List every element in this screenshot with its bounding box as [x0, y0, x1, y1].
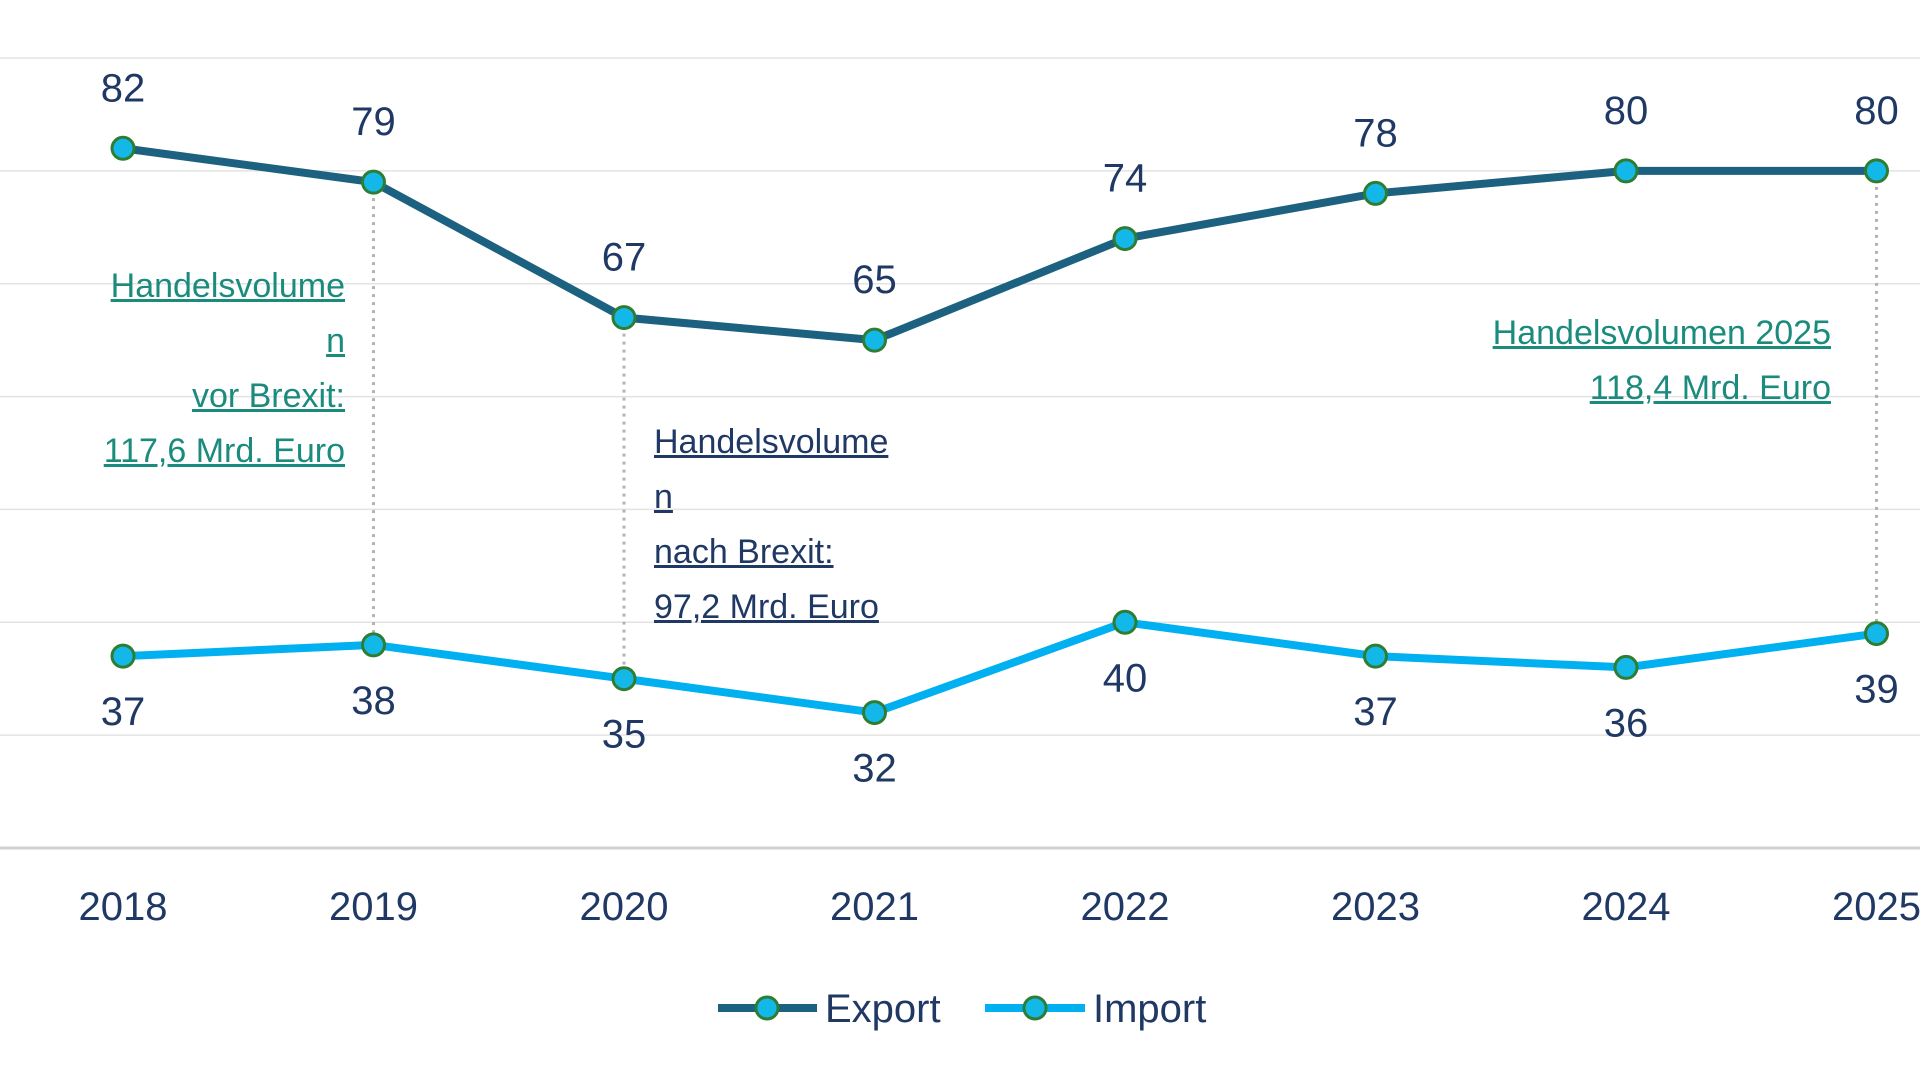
x-tick-label: 2023: [1331, 885, 1420, 929]
import-point-2023[interactable]: [1363, 643, 1388, 669]
x-tick-label: 2021: [830, 885, 919, 929]
legend-import-label: Import: [1093, 987, 1206, 1031]
export-point-2018[interactable]: [110, 135, 136, 161]
import-label-2021: 32: [852, 747, 897, 791]
x-tick-label: 2024: [1582, 885, 1671, 929]
import-point-2024[interactable]: [1613, 654, 1639, 680]
import-label-2019: 38: [351, 679, 396, 723]
import-label-2022: 40: [1103, 656, 1148, 700]
export-point-2023[interactable]: [1363, 180, 1388, 206]
data-markers: [110, 135, 1889, 726]
x-tick-label: 2025: [1832, 885, 1920, 929]
export-point-2024[interactable]: [1613, 158, 1639, 184]
import-label-2018: 37: [101, 690, 146, 734]
import-point-2025[interactable]: [1864, 621, 1889, 647]
export-label-2020: 67: [602, 236, 647, 280]
export-label-2019: 79: [351, 100, 396, 144]
legend-import[interactable]: Import: [985, 987, 1206, 1031]
export-label-2022: 74: [1103, 157, 1148, 201]
x-tick-label: 2019: [329, 885, 418, 929]
export-label-2024: 80: [1604, 89, 1649, 133]
legend-import-marker: [1022, 995, 1048, 1021]
import-series-line: [122, 618, 1878, 717]
import-point-2020[interactable]: [611, 666, 637, 692]
annotation-before-brexit: Handelsvolume n vor Brexit: 117,6 Mrd. E…: [103, 267, 345, 470]
drop-lines: [372, 170, 1878, 679]
import-label-2023: 37: [1353, 690, 1398, 734]
export-label-2025: 80: [1854, 89, 1899, 133]
series-lines: [122, 144, 1878, 717]
import-point-2022[interactable]: [1112, 609, 1138, 635]
export-label-2023: 78: [1353, 111, 1398, 155]
export-label-2018: 82: [101, 66, 146, 110]
export-point-2019[interactable]: [361, 169, 386, 195]
legend: Export Import: [718, 987, 1206, 1031]
legend-export-label: Export: [825, 987, 941, 1031]
data-labels: 82 79 67 65 74 78 80 80 37 38 35 32 40 37 36 39: [101, 66, 1899, 790]
import-point-2021[interactable]: [862, 700, 887, 726]
import-label-2024: 36: [1604, 701, 1649, 745]
export-point-2020[interactable]: [611, 305, 637, 331]
export-point-2025[interactable]: [1864, 158, 1889, 184]
legend-export-marker: [754, 995, 780, 1021]
x-tick-label: 2022: [1081, 885, 1170, 929]
gridlines: [0, 57, 1920, 736]
import-label-2020: 35: [602, 713, 647, 757]
annotation-after-brexit: Handelsvolume n nach Brexit: 97,2 Mrd. E…: [654, 423, 889, 626]
import-label-2025: 39: [1854, 668, 1899, 712]
import-point-2018[interactable]: [110, 643, 136, 669]
x-tick-label: 2018: [79, 885, 168, 929]
annotation-volume-2025: Handelsvolumen 2025 118,4 Mrd. Euro: [1492, 314, 1831, 407]
export-series-line: [122, 144, 1877, 345]
x-tick-label: 2020: [580, 885, 669, 929]
export-point-2021[interactable]: [862, 327, 887, 353]
x-tick-labels: 2018 2019 2020 2021 2022 2023 2024 2025: [79, 885, 1920, 929]
import-point-2019[interactable]: [361, 632, 386, 658]
legend-export[interactable]: Export: [718, 987, 941, 1031]
export-point-2022[interactable]: [1112, 226, 1138, 252]
export-label-2021: 65: [852, 258, 897, 302]
